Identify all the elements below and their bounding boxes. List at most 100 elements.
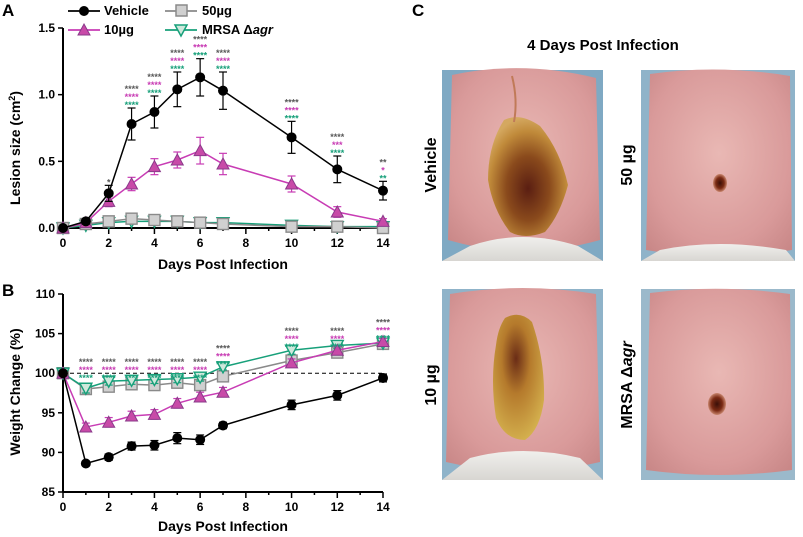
panel-b-significance-stars: **** [79, 373, 94, 383]
panel-a-significance-stars: **** [147, 72, 162, 82]
panel-b-series [55, 334, 391, 469]
panel-b-y-axis-title: Weight Change (%) [7, 328, 23, 455]
panel-b-x-ticks: 0 2 4 6 8 10 12 14 [60, 492, 390, 514]
photo-label-mrsa-suffix: agr [619, 341, 636, 367]
panel-a-significance-stars: **** [330, 148, 345, 158]
panel-a-point-dose50 [125, 212, 138, 225]
photo-vehicle-scar [511, 75, 517, 123]
panel-a-significance-stars: **** [170, 48, 185, 58]
photo-10ug-fur [442, 451, 603, 480]
panel-a-significance-stars: **** [330, 132, 345, 142]
panel-b-significance-stars: **** [285, 334, 300, 344]
panel-b-significance-stars: **** [330, 342, 345, 352]
legend-label-mrsa-prefix: MRSA Δ [202, 22, 253, 37]
legend-label-50ug: 50µg [202, 3, 232, 18]
panel-b-x-axis-title: Days Post Infection [158, 518, 288, 534]
panel-b-point-mrsa [147, 373, 162, 387]
photo-label-mrsa: MRSA Δagr [619, 341, 636, 429]
legend-marker-50ug [175, 4, 188, 17]
panel-a-significance-stars: ** [379, 173, 387, 183]
panel-b-y-tick-label: 100 [35, 366, 55, 380]
panel-a-y-tick-label: 1.5 [38, 21, 55, 35]
legend-item-10ug: 10µg [68, 22, 134, 37]
panel-b-point-mrsa [124, 374, 139, 388]
legend-item-vehicle: Vehicle [68, 3, 149, 18]
panel-a-significance-stars: **** [216, 56, 231, 66]
photo-vehicle-fur [442, 237, 603, 261]
photo-10ug-lesion [493, 314, 545, 440]
panel-a-point-vehicle [80, 216, 91, 227]
panel-b-point-mrsa [78, 382, 94, 396]
panel-a-significance-stars: **** [285, 97, 300, 107]
panel-a-y-tick-label: 0.5 [38, 154, 55, 168]
panel-b-point-dose10 [124, 408, 139, 422]
panel-a-point-dose50 [331, 220, 344, 233]
panel-c-title: 4 Days Post Infection [527, 37, 679, 54]
panel-a-point-dose10 [193, 143, 207, 157]
panel-b-y-tick-label: 105 [35, 327, 55, 341]
panel-b-x-tick-label: 4 [151, 500, 158, 514]
legend-label-10ug: 10µg [104, 22, 134, 37]
panel-a-y-tick-label: 1.0 [38, 88, 55, 102]
panel-b-significance-stars: **** [193, 357, 208, 367]
panel-a-significance-stars: ** [379, 157, 387, 167]
panel-b-significance-stars: **** [376, 318, 391, 328]
panel-b-significance-stars: **** [216, 352, 231, 362]
panel-a-x-tick-label: 14 [376, 236, 390, 250]
panel-b-point-dose10 [147, 407, 162, 420]
panel-b-point-vehicle [332, 390, 343, 401]
panel-a-point-dose10 [330, 204, 345, 218]
panel-b-point-dose10 [376, 334, 390, 348]
legend-label-mrsa: MRSA Δagr [202, 22, 274, 37]
photo-vehicle-lesion [488, 117, 568, 236]
panel-a-point-vehicle [218, 85, 228, 96]
panel-b-series-vehicle [58, 368, 388, 469]
panel-b-point-dose10 [101, 415, 116, 428]
panel-b-significance-stars: **** [147, 357, 162, 367]
panel-a-y-ticks: 0.0 0.5 1.0 1.5 [38, 21, 63, 235]
panel-a-x-tick-label: 10 [285, 236, 299, 250]
panel-a-significance-stars: *** [332, 140, 343, 150]
panel-b-significance-stars: **** [376, 334, 391, 344]
panel-b-x-tick-label: 10 [285, 500, 299, 514]
panel-a-significance-stars: **** [193, 35, 208, 45]
panel-b-point-vehicle [80, 458, 91, 469]
panel-a-x-tick-label: 0 [60, 236, 67, 250]
panel-a-x-tick-label: 6 [197, 236, 204, 250]
panel-a-x-axis-title: Days Post Infection [158, 256, 288, 272]
panel-b-significance-stars: **** [193, 365, 208, 375]
panel-a-x-tick-label: 12 [331, 236, 345, 250]
panel-b-significance-stars: **** [147, 365, 162, 375]
panel-a-significance-stars: **** [216, 48, 231, 58]
legend-item-50ug: 50µg [165, 3, 232, 18]
photo-mrsa-skin [646, 288, 792, 475]
panel-b-significance-stars: **** [170, 357, 185, 367]
panel-a-significance-stars: **** [170, 56, 185, 66]
panel-b-y-ticks: 85 90 95 100 105 110 [35, 287, 63, 499]
panel-b-significance-stars: **** [216, 344, 231, 354]
panel-b-significance-stars: **** [125, 365, 140, 375]
panel-b-significance-stars: **** [193, 373, 208, 383]
panel-b: B Weight Change (%) 85 90 95 100 105 110 0 2 4 6… [2, 281, 390, 534]
panel-b-point-dose10 [170, 396, 185, 409]
panel-c-letter: C [412, 1, 424, 20]
panel-a-point-vehicle [149, 107, 160, 117]
panel-b-x-tick-label: 12 [331, 500, 345, 514]
panel-a-x-tick-label: 2 [105, 236, 112, 250]
panel-b-point-dose10 [330, 343, 345, 356]
panel-b-significance-stars: **** [330, 326, 345, 336]
panel-b-point-mrsa [284, 344, 299, 358]
panel-a-point-dose10 [147, 159, 162, 173]
panel-b-significance: ****************************************… [79, 318, 391, 384]
panel-a-series [55, 58, 391, 236]
photo-50ug-lesion [713, 174, 727, 192]
panel-b-point-dose10 [284, 355, 299, 369]
panel-b-significance-stars: **** [285, 342, 300, 352]
panel-a-point-dose50 [193, 216, 207, 229]
photo-10ug [442, 288, 603, 480]
legend-label-vehicle: Vehicle [104, 3, 149, 18]
panel-a-point-dose10 [124, 176, 139, 190]
panel-b-point-dose10 [216, 385, 230, 398]
panel-a-point-dose50 [148, 213, 161, 227]
panel-a-x-tick-label: 8 [243, 236, 250, 250]
